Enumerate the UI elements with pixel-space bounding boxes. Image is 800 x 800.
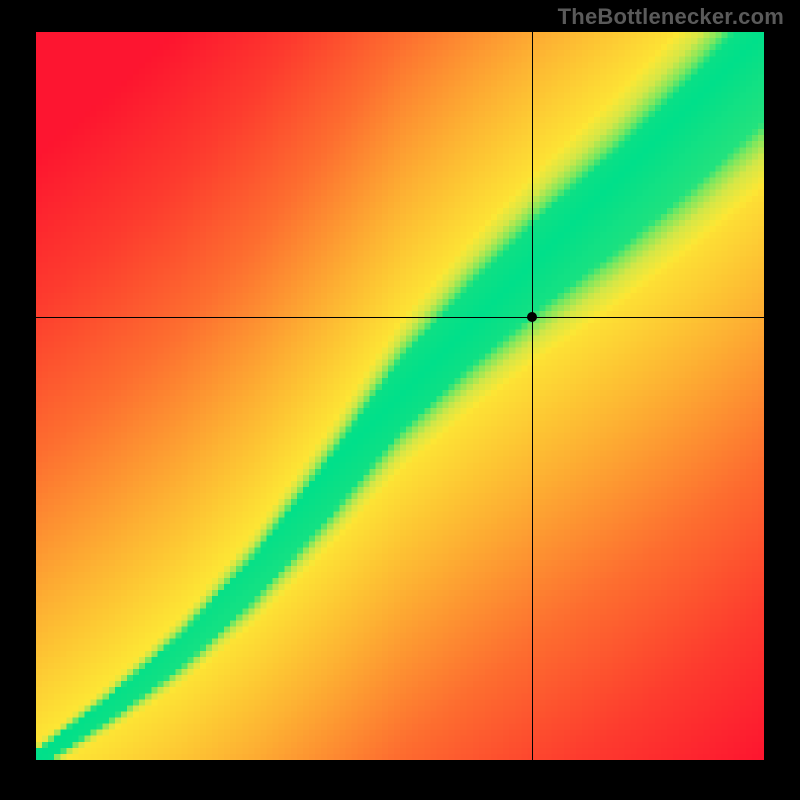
heatmap-canvas	[36, 32, 764, 760]
attribution-text: TheBottlenecker.com	[558, 4, 784, 30]
plot-area	[36, 32, 764, 760]
